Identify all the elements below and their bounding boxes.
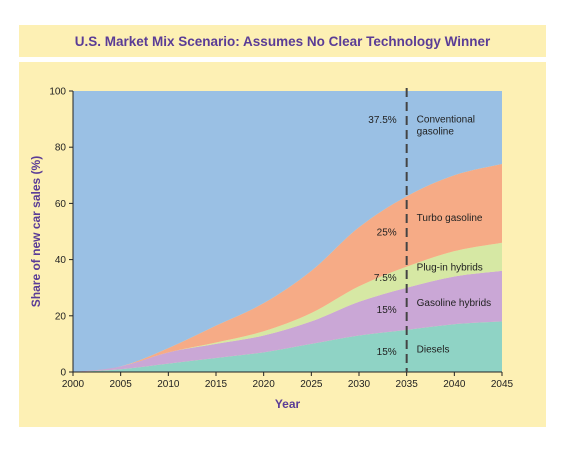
x-tick-label: 2045	[491, 379, 514, 390]
label-line: Conventional	[417, 115, 475, 126]
area-gasoline-hybrids	[73, 270, 502, 372]
y-axis-label: Share of new car sales (%)	[29, 156, 43, 307]
x-tick-label: 2040	[443, 379, 466, 390]
x-tick-label: 2005	[110, 379, 133, 390]
x-tick-label: 2025	[300, 379, 323, 390]
x-tick-label: 2030	[348, 379, 371, 390]
label-conventional-gasoline: Conventional gasoline	[417, 115, 475, 138]
y-axis-ticks: 0 20 40 60 80 100	[49, 87, 73, 379]
label-line: Turbo gasoline	[417, 213, 483, 224]
chart-title-banner: U.S. Market Mix Scenario: Assumes No Cle…	[19, 25, 546, 57]
area-conventional-gasoline	[73, 91, 502, 372]
y-tick-label: 100	[49, 87, 66, 98]
x-tick-label: 2000	[62, 379, 85, 390]
y-tick-label: 0	[60, 368, 66, 379]
x-tick-label: 2035	[396, 379, 419, 390]
label-plug-in-hybrids: Plug-in hybrids	[417, 262, 483, 273]
annotation-diesels: 15%	[377, 347, 397, 358]
x-tick-label: 2010	[157, 379, 180, 390]
area-plug-in-hybrids	[73, 242, 502, 372]
y-tick-label: 20	[55, 311, 67, 322]
y-tick-label: 80	[55, 143, 67, 154]
label-line: gasoline	[417, 127, 455, 138]
label-turbo-gasoline: Turbo gasoline	[417, 213, 483, 224]
annotation-plug-in-hybrids: 7.5%	[374, 273, 397, 284]
stacked-areas	[73, 91, 502, 372]
y-tick-label: 60	[55, 199, 67, 210]
label-diesels: Diesels	[417, 345, 450, 356]
x-tick-label: 2015	[205, 379, 228, 390]
series-labels: Conventional gasoline Turbo gasoline Plug-i…	[417, 115, 491, 356]
percent-annotations: 37.5% 25% 7.5% 15% 15%	[368, 115, 396, 358]
annotation-turbo-gasoline: 25%	[377, 228, 397, 239]
label-gasoline-hybrids: Gasoline hybrids	[417, 298, 491, 309]
annotation-conventional-gasoline: 37.5%	[368, 115, 396, 126]
x-axis-ticks: 2000 2005 2010 2015 2020 2025 2030 2035 2040 2045	[62, 372, 514, 390]
label-line: Gasoline hybrids	[417, 298, 491, 309]
x-axis-label: Year	[275, 397, 301, 411]
label-line: Diesels	[417, 345, 450, 356]
y-tick-label: 40	[55, 255, 67, 266]
area-turbo-gasoline	[73, 164, 502, 372]
chart-title: U.S. Market Mix Scenario: Assumes No Cle…	[74, 33, 491, 49]
x-tick-label: 2020	[253, 379, 276, 390]
label-line: Plug-in hybrids	[417, 262, 483, 273]
chart-axes	[72, 91, 502, 373]
annotation-gasoline-hybrids: 15%	[377, 305, 397, 316]
area-diesels	[73, 321, 502, 372]
